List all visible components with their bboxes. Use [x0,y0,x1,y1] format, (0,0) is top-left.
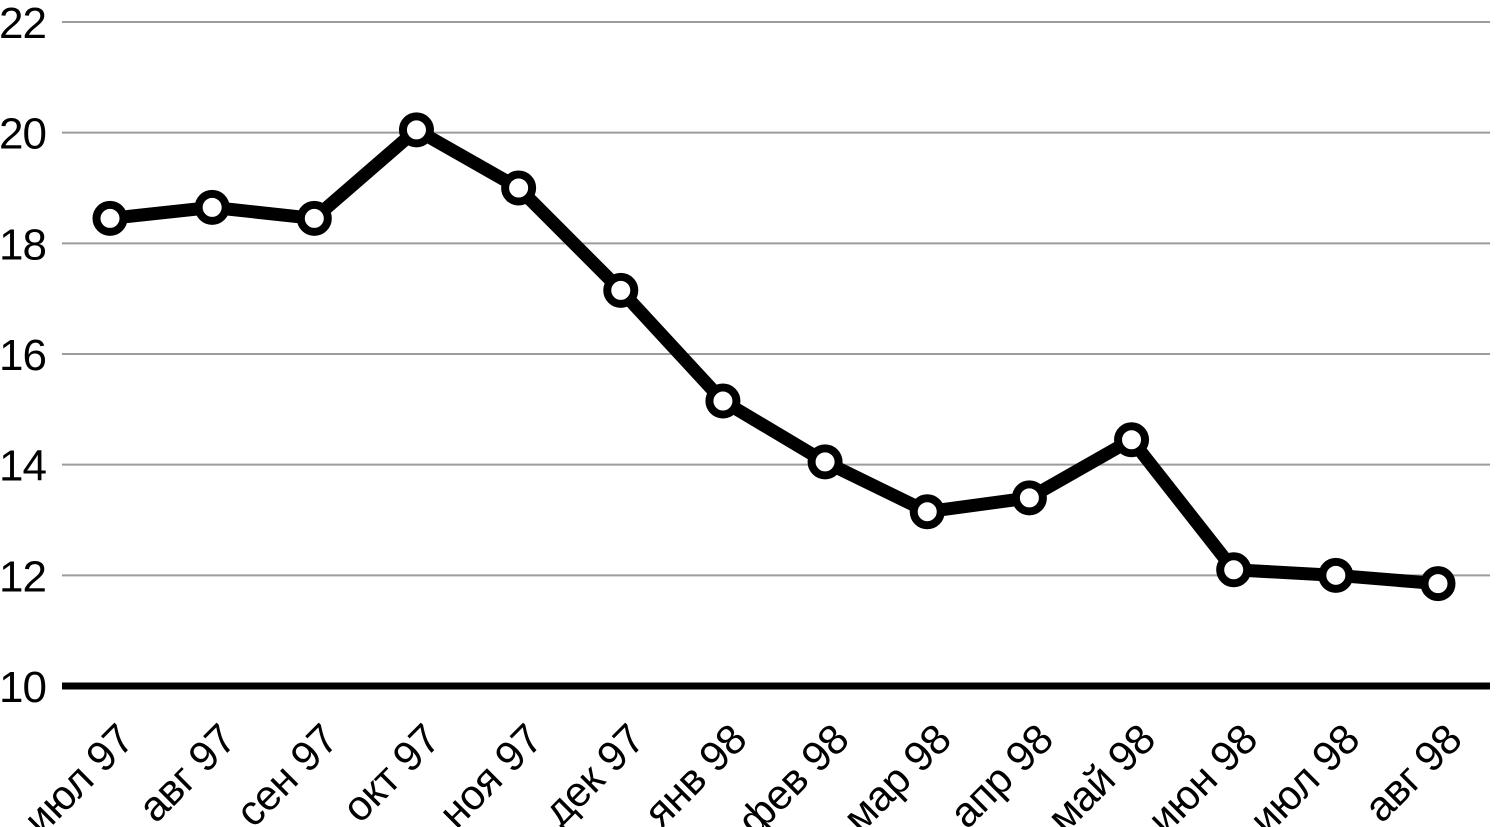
data-point-marker [1318,557,1354,593]
data-point-marker [501,170,537,206]
y-axis-tick-label: 12 [0,552,46,601]
data-point-marker [909,494,945,530]
x-axis-tick-label: мар 98 [834,715,960,827]
y-axis-tick-label: 10 [0,663,46,712]
x-axis-tick-label: дек 97 [534,715,653,827]
x-axis-tick-label: июл 98 [1240,715,1368,827]
x-axis-tick-label: июл 97 [14,715,142,827]
data-point-marker [1011,480,1047,516]
data-point-marker [296,200,332,236]
x-axis-tick-label: окт 97 [333,715,449,827]
data-point-marker [1216,552,1252,588]
data-point-marker [1420,566,1456,602]
x-axis-tick-label: ноя 97 [430,715,551,827]
y-axis-tick-label: 22 [0,0,46,48]
x-axis-tick-label: сен 97 [226,715,346,827]
y-axis-tick-label: 18 [0,220,46,269]
data-point-marker [705,383,741,419]
data-point-marker [603,272,639,308]
data-point-marker [398,112,434,148]
x-axis-tick-label: авг 97 [129,715,245,827]
data-point-marker [194,189,230,225]
y-axis-tick-label: 16 [0,331,46,380]
y-axis-tick-label: 14 [0,442,47,491]
data-line [103,123,1445,591]
data-point-marker [807,444,843,480]
data-point-marker [92,200,128,236]
y-axis-tick-label: 20 [0,110,46,159]
x-axis-tick-label: авг 98 [1355,715,1471,827]
data-point-marker [1114,422,1150,458]
